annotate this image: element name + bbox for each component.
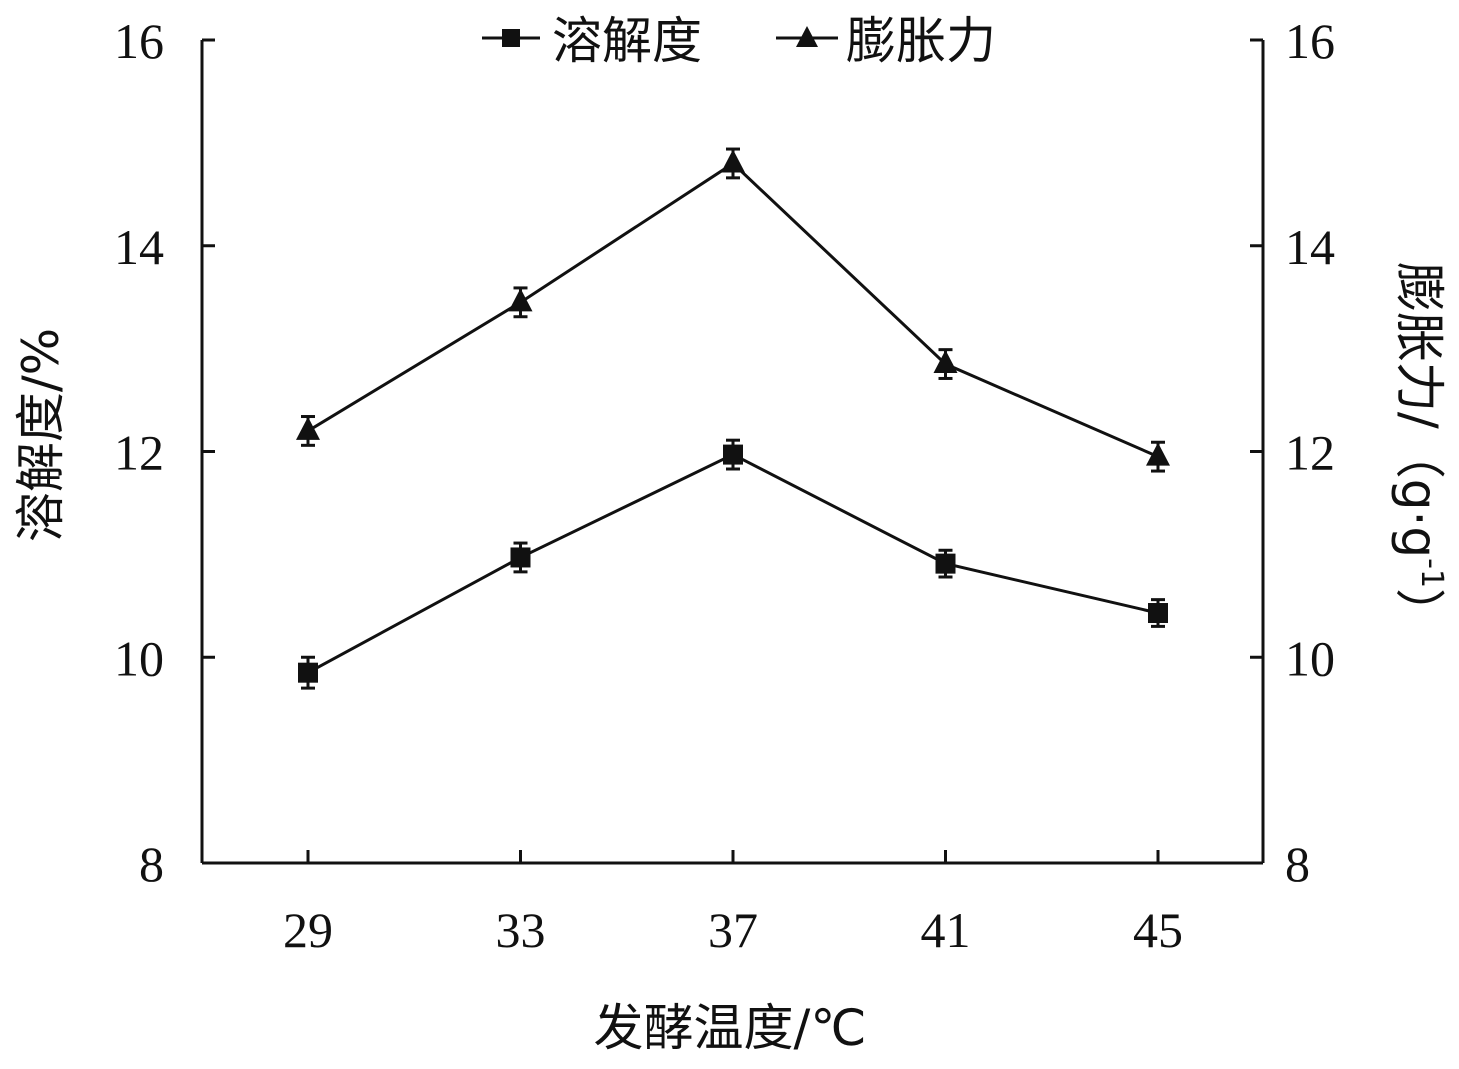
y-tick-label-right: 14 (1285, 219, 1335, 275)
series-line (307, 161, 1159, 459)
y-tick-label-left: 14 (114, 219, 164, 275)
y-tick-label-left: 12 (114, 425, 164, 481)
y-tick-label-right: 12 (1285, 425, 1335, 481)
y-tick-label-right: 10 (1285, 630, 1335, 686)
y-axis-label-right-superscript: -1 (1414, 558, 1449, 588)
x-tick-label: 37 (708, 902, 758, 958)
data-point-triangle (1146, 442, 1170, 466)
data-point-triangle (508, 288, 533, 312)
x-tick-label: 45 (1133, 902, 1183, 958)
y-axis-label-right-close: ） (1390, 588, 1448, 638)
y-tick-label-left: 10 (114, 630, 164, 686)
legend-label-swelling: 膨胀力 (846, 12, 996, 70)
y-axis-label-right: 膨胀力/（g·g-1） (1390, 262, 1449, 638)
y-axis-label-left: 溶解度/% (12, 328, 70, 542)
y-ticks-left: 8 10 12 14 16 (114, 13, 215, 892)
legend: 溶解度 膨胀力 (482, 12, 996, 70)
data-point-triangle (933, 350, 958, 374)
data-point-square (510, 547, 531, 568)
data-point-square (1148, 603, 1168, 624)
x-tick-label: 41 (921, 902, 971, 958)
y-axis-label-right-main: 膨胀力/（g·g (1390, 262, 1448, 558)
legend-square-marker (502, 29, 520, 47)
legend-label-solubility: 溶解度 (552, 12, 702, 70)
data-point-triangle (721, 149, 745, 173)
y-tick-label-right: 16 (1285, 13, 1335, 69)
series-layer (296, 147, 1170, 690)
series-swelling-power (296, 147, 1170, 473)
y-tick-label-left: 8 (139, 836, 164, 892)
x-axis-label: 发酵温度/℃ (594, 999, 867, 1057)
data-point-square (298, 662, 318, 683)
data-point-square (935, 553, 956, 574)
x-tick-label: 29 (283, 902, 333, 958)
series-line (307, 452, 1159, 674)
y-ticks-right: 8 10 12 14 16 (1250, 13, 1335, 892)
series-solubility (298, 438, 1168, 690)
legend-triangle-marker (796, 26, 818, 47)
y-tick-label-left: 16 (114, 13, 164, 69)
data-point-square (723, 444, 743, 465)
y-tick-label-right: 8 (1285, 836, 1310, 892)
x-tick-label: 33 (496, 902, 546, 958)
data-point-triangle (296, 416, 320, 440)
x-ticks: 29 33 37 41 45 (283, 850, 1183, 958)
